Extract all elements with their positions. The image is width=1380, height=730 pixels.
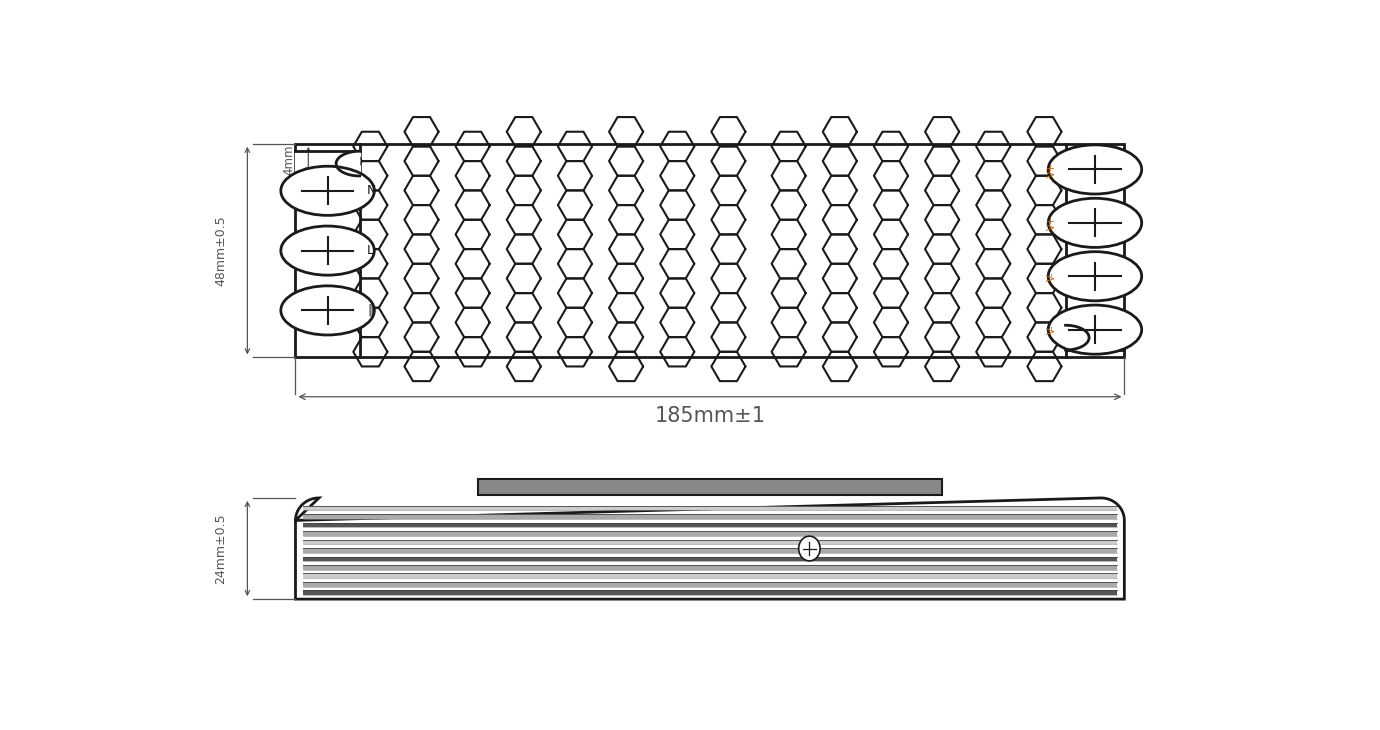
Bar xyxy=(302,582,1118,587)
Bar xyxy=(302,523,1118,527)
Ellipse shape xyxy=(799,536,820,561)
Bar xyxy=(302,574,1118,578)
Bar xyxy=(477,480,943,495)
Polygon shape xyxy=(295,151,360,176)
Bar xyxy=(295,144,1125,358)
Bar xyxy=(302,548,1118,553)
Bar xyxy=(302,565,1118,569)
Circle shape xyxy=(1049,145,1141,194)
Bar xyxy=(302,556,1118,561)
Bar xyxy=(302,591,1118,595)
Circle shape xyxy=(282,286,374,335)
Circle shape xyxy=(1049,252,1141,301)
Bar xyxy=(302,514,1118,519)
Bar xyxy=(302,531,1118,536)
Circle shape xyxy=(1049,305,1141,354)
Bar xyxy=(302,506,1118,510)
Text: 185mm±1: 185mm±1 xyxy=(654,407,766,426)
Circle shape xyxy=(282,226,374,275)
PathPatch shape xyxy=(295,498,1125,599)
Bar xyxy=(302,539,1118,545)
Text: L: L xyxy=(367,244,374,257)
Text: ‖: ‖ xyxy=(367,304,374,317)
Text: 24mm±0.5: 24mm±0.5 xyxy=(214,513,228,584)
Text: V+: V+ xyxy=(1047,215,1057,230)
Text: V-: V- xyxy=(1047,325,1057,334)
Text: 4mm: 4mm xyxy=(283,145,295,175)
Text: V-: V- xyxy=(1047,272,1057,281)
Polygon shape xyxy=(1065,326,1089,350)
Text: V+: V+ xyxy=(1047,162,1057,177)
Text: 48mm±0.5: 48mm±0.5 xyxy=(214,215,228,286)
Polygon shape xyxy=(1065,326,1125,350)
Text: N: N xyxy=(367,184,377,197)
Circle shape xyxy=(282,166,374,215)
Circle shape xyxy=(1049,199,1141,247)
Polygon shape xyxy=(337,151,360,176)
